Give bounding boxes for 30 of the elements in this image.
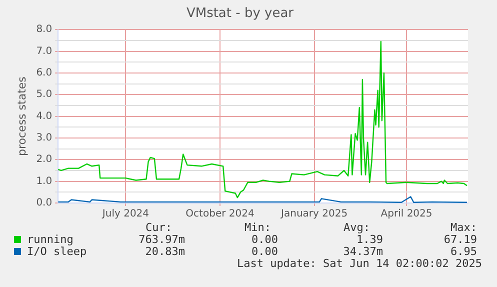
y-tick-label: 6.0 bbox=[36, 68, 52, 79]
text: 0.00 bbox=[252, 245, 278, 258]
text: 20.83m bbox=[145, 245, 185, 258]
x-tick-label: October 2024 bbox=[186, 208, 254, 220]
text: Min: bbox=[244, 221, 271, 234]
text: Last update: Sat Jun 14 02:00:02 2025 bbox=[236, 257, 482, 270]
y-axis-title: process states bbox=[15, 76, 28, 156]
text: 763.97m bbox=[138, 233, 185, 246]
y-tick-label: 7.0 bbox=[36, 46, 52, 57]
text: 67.19 bbox=[444, 233, 477, 246]
y-tick-label: 0.0 bbox=[36, 198, 52, 209]
text: 6.95 bbox=[450, 245, 477, 258]
text: 34.37m bbox=[343, 245, 383, 258]
legend-label: running bbox=[27, 233, 74, 246]
text: Avg: bbox=[344, 221, 370, 234]
y-tick-label: 3.0 bbox=[36, 132, 52, 144]
text: Max: bbox=[450, 221, 477, 234]
x-tick-label: July 2024 bbox=[101, 208, 150, 220]
y-tick-label: 8.0 bbox=[36, 24, 52, 36]
legend-label: I/O sleep bbox=[27, 245, 87, 258]
chart-title: VMstat - by year bbox=[186, 6, 294, 22]
text: Cur: bbox=[146, 221, 172, 234]
x-tick-label: January 2025 bbox=[280, 208, 348, 220]
text: 1.39 bbox=[356, 233, 383, 246]
x-tick-label: April 2025 bbox=[380, 208, 432, 220]
y-tick-label: 4.0 bbox=[36, 110, 52, 122]
y-tick-label: 2.0 bbox=[36, 154, 52, 166]
text: 0.00 bbox=[252, 233, 278, 246]
y-tick-label: 1.0 bbox=[36, 176, 52, 187]
y-tick-label: 5.0 bbox=[36, 89, 52, 100]
